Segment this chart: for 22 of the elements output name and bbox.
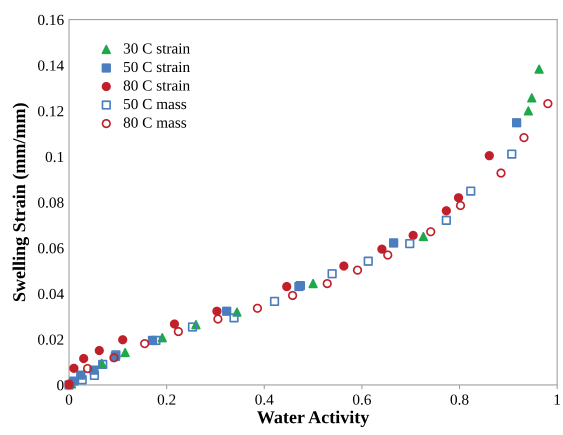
x-tick-label: 0 — [66, 394, 72, 405]
x-tick-label: 0.2 — [158, 394, 176, 405]
x-tick-label: 0.6 — [352, 394, 371, 405]
legend-label: 30 C strain — [124, 43, 190, 54]
y-tick-label: 0.12 — [38, 106, 64, 116]
y-axis-title: Swelling Strain (mm/mm) — [12, 103, 30, 302]
y-tick-label: 0.06 — [38, 243, 64, 254]
legend-label: 80 C mass — [124, 117, 186, 128]
legend-label: 50 C strain — [124, 62, 190, 72]
x-tick-label: 1 — [554, 394, 560, 405]
y-tick-label: 0.1 — [46, 152, 64, 162]
y-tick-label: 0.16 — [38, 14, 64, 26]
legend-label: 80 C strain — [124, 80, 190, 91]
x-tick-label: 0.4 — [255, 394, 274, 405]
y-tick-label: 0 — [57, 380, 64, 390]
y-tick-label: 0.04 — [38, 288, 64, 300]
y-tick-label: 0.08 — [38, 197, 64, 208]
legend-label: 50 C mass — [124, 98, 186, 110]
x-tick-label: 0.8 — [450, 394, 468, 405]
y-tick-label: 0.02 — [38, 334, 64, 345]
y-tick-label: 0.14 — [38, 60, 64, 71]
x-axis-title: Water Activity — [257, 410, 370, 428]
